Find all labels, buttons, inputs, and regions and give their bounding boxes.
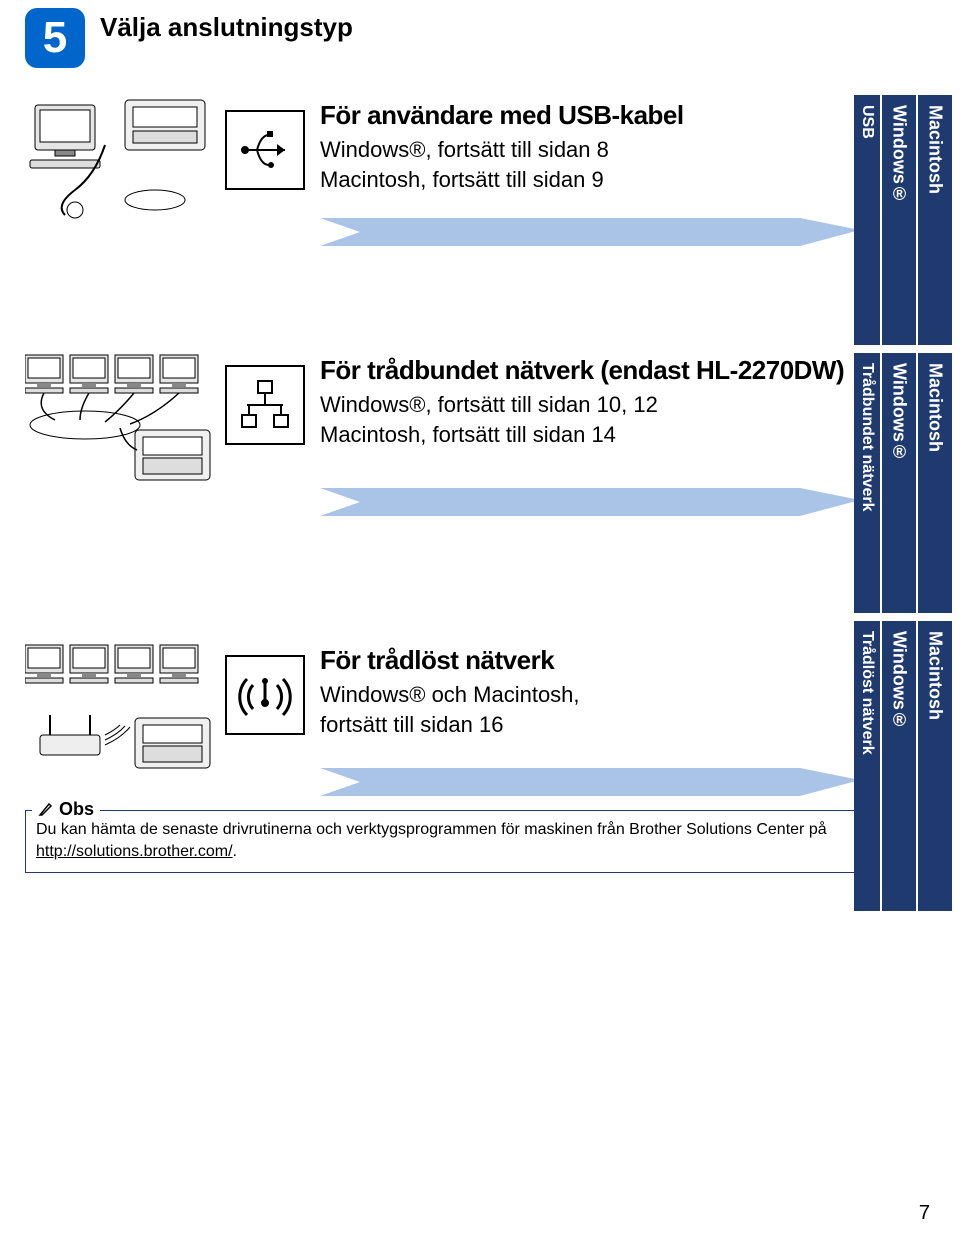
wireless-illustration — [25, 640, 215, 780]
tabrow-wireless: Trådlöst nätverk Windows® Macintosh — [854, 621, 952, 911]
usb-illustration — [25, 95, 215, 235]
tab-usb-windows: Windows® — [882, 95, 916, 345]
usb-line1: Windows®, fortsätt till sidan 8 — [320, 135, 860, 165]
wireless-arrow — [320, 760, 860, 802]
tab-wired: Trådbundet nätverk — [854, 353, 880, 613]
tabrow-usb: USB Windows® Macintosh — [854, 95, 952, 345]
wireless-line1: Windows® och Macintosh, — [320, 680, 860, 710]
tab-usb: USB — [854, 95, 880, 345]
wired-line2: Macintosh, fortsätt till sidan 14 — [320, 420, 860, 450]
tab-wireless-macintosh: Macintosh — [918, 621, 952, 911]
usb-line2: Macintosh, fortsätt till sidan 9 — [320, 165, 860, 195]
tab-usb-macintosh: Macintosh — [918, 95, 952, 345]
wireless-title: För trådlöst nätverk — [320, 645, 860, 676]
wired-arrow — [320, 480, 860, 522]
tab-wired-macintosh: Macintosh — [918, 353, 952, 613]
tabrow-wired: Trådbundet nätverk Windows® Macintosh — [854, 353, 952, 613]
note-body: Du kan hämta de senaste drivrutinerna oc… — [36, 819, 849, 862]
wired-illustration — [25, 350, 215, 490]
section-wired: För trådbundet nätverk (endast HL-2270DW… — [25, 350, 860, 550]
tab-wireless-windows: Windows® — [882, 621, 916, 911]
usb-title: För användare med USB-kabel — [320, 100, 860, 131]
wired-title: För trådbundet nätverk (endast HL-2270DW… — [320, 355, 860, 386]
side-tabs: USB Windows® Macintosh Trådbundet nätver… — [854, 95, 952, 919]
wireless-icon — [225, 655, 305, 735]
note-text: Du kan hämta de senaste drivrutinerna oc… — [36, 821, 827, 838]
usb-arrow — [320, 210, 860, 252]
note-box: Obs Du kan hämta de senaste drivrutinern… — [25, 810, 860, 873]
network-icon — [225, 365, 305, 445]
wired-text: För trådbundet nätverk (endast HL-2270DW… — [320, 355, 860, 449]
wired-line1: Windows®, fortsätt till sidan 10, 12 — [320, 390, 860, 420]
usb-text: För användare med USB-kabel Windows®, fo… — [320, 100, 860, 194]
page-title: Välja anslutningstyp — [100, 12, 353, 43]
usb-icon — [225, 110, 305, 190]
page-number: 7 — [919, 1202, 930, 1225]
section-usb: För användare med USB-kabel Windows®, fo… — [25, 95, 860, 270]
tab-wired-windows: Windows® — [882, 353, 916, 613]
step-badge: 5 — [25, 8, 85, 68]
note-label-text: Obs — [59, 799, 94, 819]
note-link[interactable]: http://solutions.brother.com/ — [36, 843, 233, 860]
wireless-line2: fortsätt till sidan 16 — [320, 710, 860, 740]
note-label: Obs — [32, 799, 100, 820]
wireless-text: För trådlöst nätverk Windows® och Macint… — [320, 645, 860, 739]
